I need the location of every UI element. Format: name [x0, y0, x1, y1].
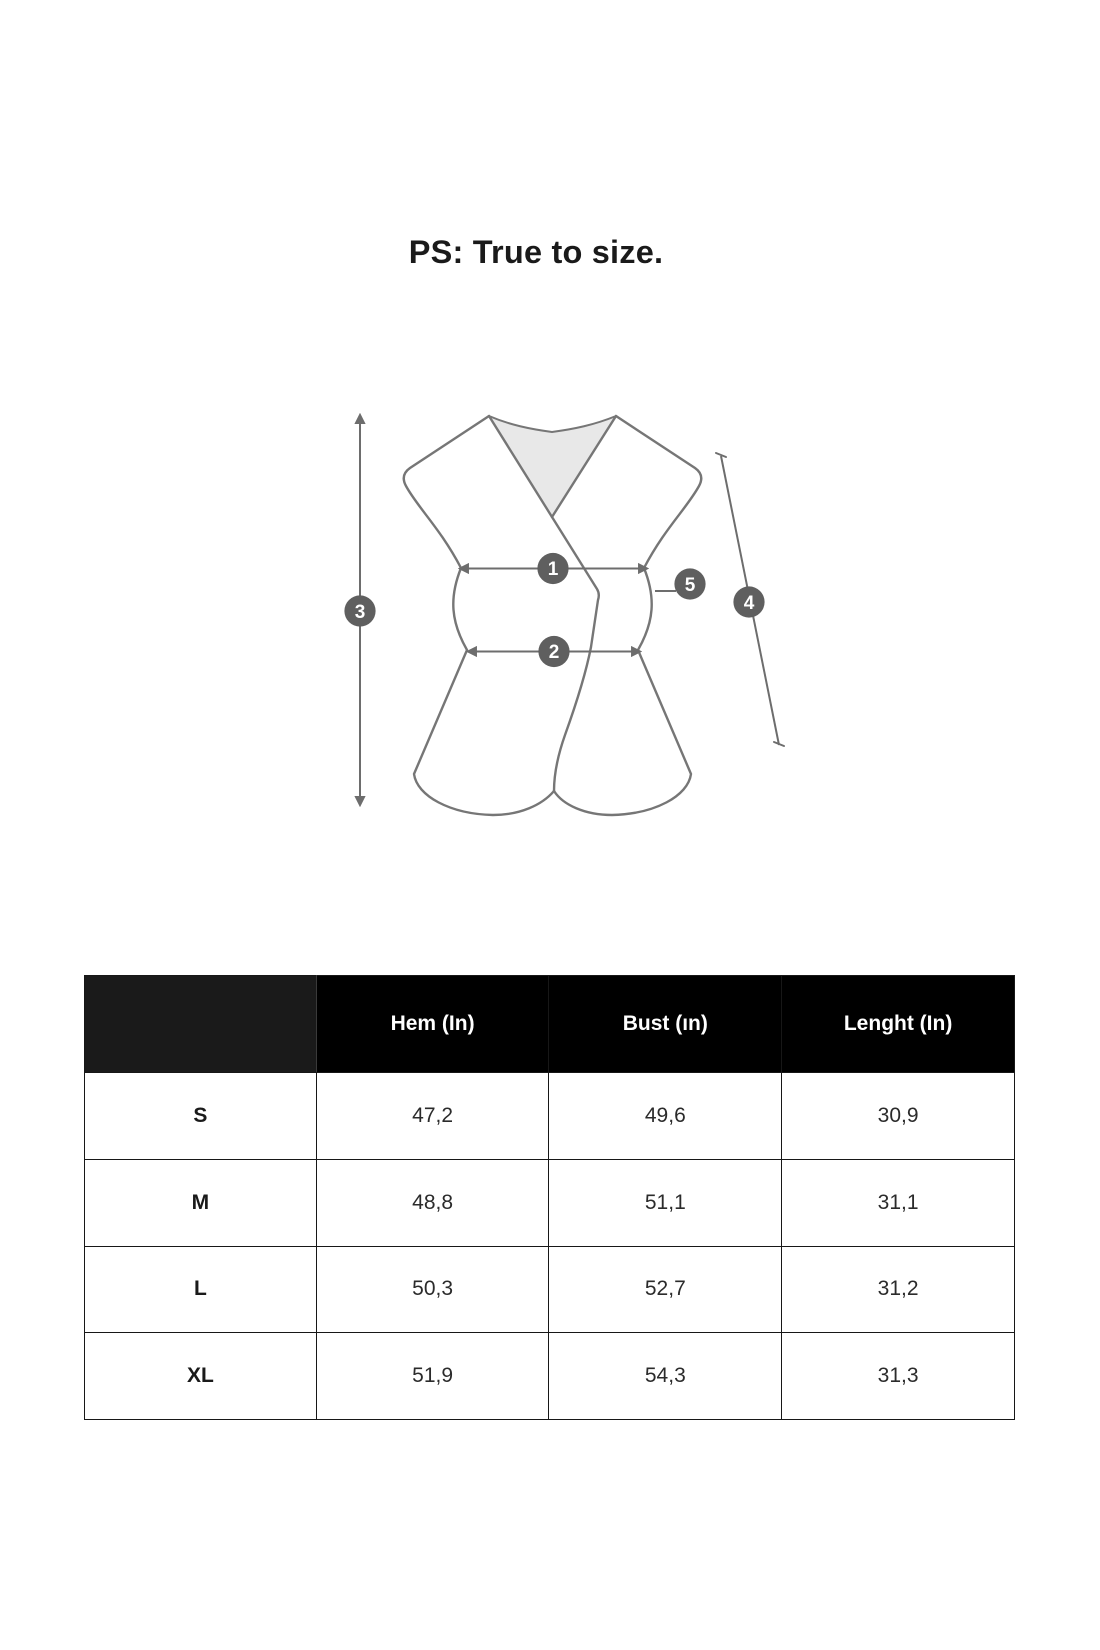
svg-text:3: 3	[355, 602, 366, 623]
svg-text:2: 2	[549, 642, 560, 663]
svg-text:1: 1	[548, 559, 559, 580]
svg-text:5: 5	[685, 575, 696, 596]
svg-text:4: 4	[744, 593, 755, 614]
